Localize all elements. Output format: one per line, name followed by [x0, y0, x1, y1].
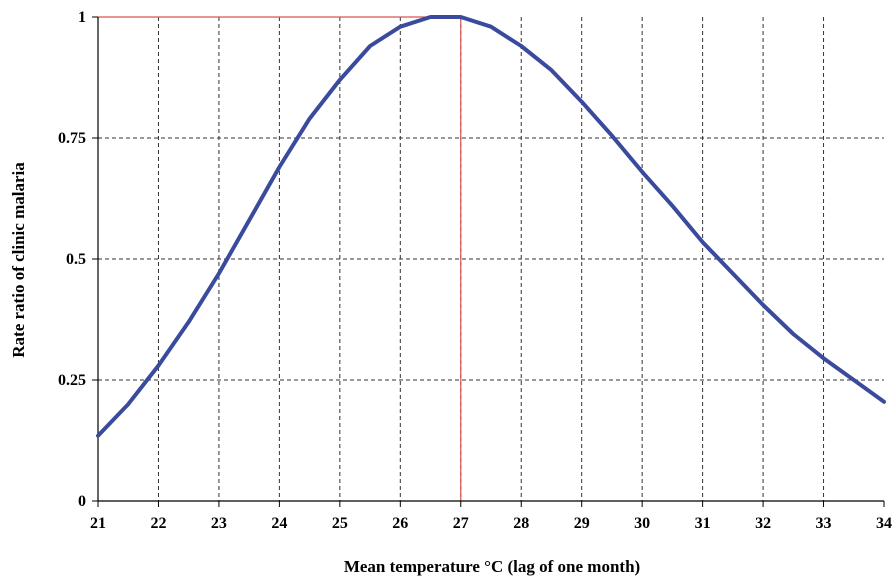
y-tick-label: 0: [78, 493, 86, 510]
x-tick-label: 23: [211, 515, 227, 532]
x-tick-label: 34: [876, 515, 892, 532]
x-axis-title: Mean temperature °C (lag of one month): [344, 557, 640, 576]
series: [96, 15, 886, 438]
x-tick-label: 30: [634, 515, 650, 532]
x-tick-label: 26: [392, 515, 408, 532]
x-tick-label: 29: [574, 515, 590, 532]
x-tick-label: 25: [332, 515, 348, 532]
reference-lines: [98, 16, 462, 501]
x-tick-label: 28: [513, 515, 529, 532]
y-axis-title: Rate ratio of clinic malaria: [9, 162, 28, 358]
y-tick-label: 0.25: [58, 372, 86, 389]
tick-labels: 21 22 23 24 25 26 27 28 29 30 31 32 33 34 0 0.25 0.5 0.75…: [58, 9, 892, 532]
x-tick-label: 22: [150, 515, 166, 532]
y-tick-label: 0.5: [66, 251, 86, 268]
y-tick-label: 0.75: [58, 130, 86, 147]
x-tick-label: 31: [695, 515, 711, 532]
x-tick-label: 24: [271, 515, 287, 532]
series-line-0: [96, 15, 886, 438]
grid: [98, 17, 884, 501]
axes: [92, 16, 885, 507]
x-tick-label: 21: [90, 515, 106, 532]
y-tick-label: 1: [78, 9, 86, 26]
x-tick-label: 32: [755, 515, 771, 532]
x-tick-label: 33: [816, 515, 832, 532]
x-tick-label: 27: [453, 515, 469, 532]
